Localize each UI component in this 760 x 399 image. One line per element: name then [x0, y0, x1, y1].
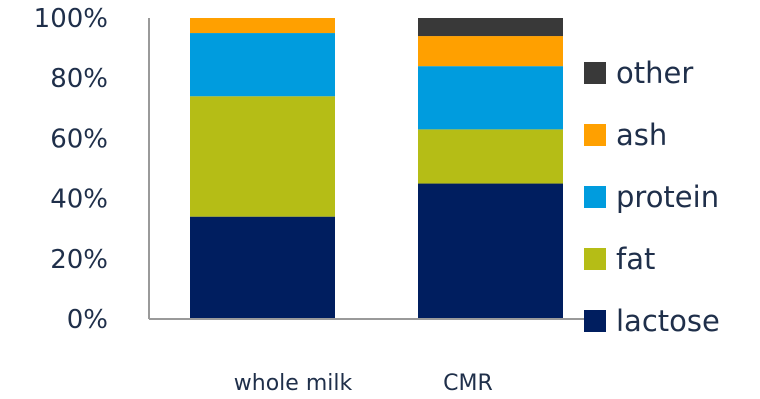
bar-segment-ash	[418, 36, 563, 67]
y-axis-tick-labels: 0% 20% 40% 60% 80% 100%	[34, 4, 108, 335]
bar-segment-fat	[418, 129, 563, 184]
bar-segment-ash	[190, 18, 335, 34]
legend-swatch	[584, 124, 606, 146]
legend-swatch	[584, 310, 606, 332]
legend: other ash protein fat lactose	[584, 56, 720, 338]
legend-swatch	[584, 248, 606, 270]
bar-segment-lactose	[190, 216, 335, 319]
legend-label: protein	[616, 180, 719, 214]
legend-label: lactose	[616, 304, 720, 338]
legend-swatch	[584, 62, 606, 84]
axes	[148, 18, 590, 320]
legend-label: fat	[616, 242, 655, 276]
bar-segment-other	[418, 18, 563, 37]
legend-swatch	[584, 186, 606, 208]
bar-segment-fat	[190, 96, 335, 217]
bars	[190, 18, 563, 319]
y-tick-label: 80%	[50, 64, 108, 94]
y-tick-label: 0%	[67, 305, 108, 335]
x-axis-category-labels: whole milk CMR	[234, 371, 493, 396]
y-tick-label: 40%	[50, 185, 108, 215]
y-tick-label: 20%	[50, 245, 108, 275]
x-category-label: whole milk	[234, 371, 353, 396]
bar-segment-lactose	[418, 183, 563, 319]
y-tick-label: 100%	[34, 4, 108, 34]
x-category-label: CMR	[443, 371, 493, 396]
legend-label: other	[616, 56, 693, 90]
legend-label: ash	[616, 118, 667, 152]
y-tick-label: 60%	[50, 124, 108, 154]
bar-segment-protein	[190, 33, 335, 97]
bar-segment-protein	[418, 66, 563, 130]
